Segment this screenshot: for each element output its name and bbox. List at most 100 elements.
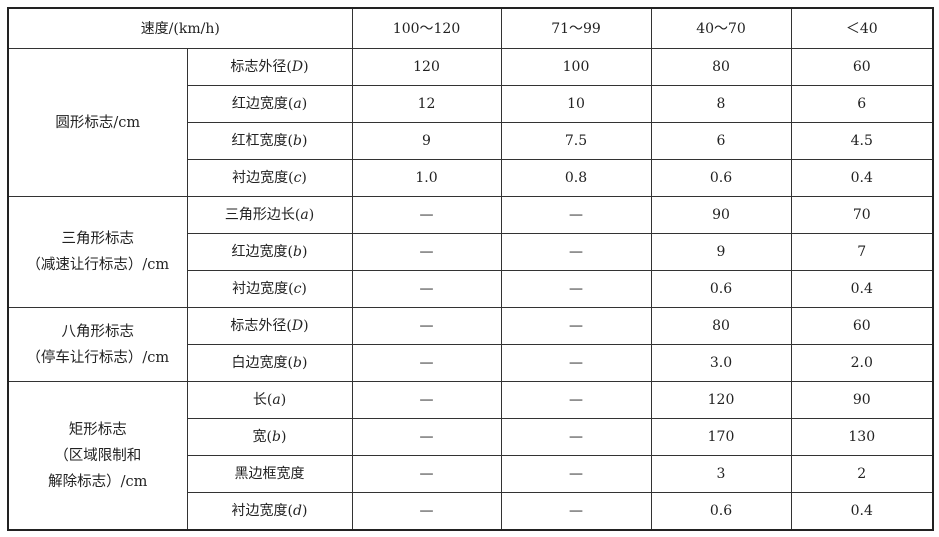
item-label: 衬边宽度 [231, 503, 288, 519]
value-cell: 3 [650, 455, 792, 493]
value-cell: — [351, 196, 502, 234]
item-cell: 三角形边长a [186, 196, 353, 234]
item-label: 标志外径 [230, 59, 287, 75]
value-cell: — [500, 381, 652, 419]
table-row: 红杠宽度b 97.564.5 [8, 122, 934, 160]
group-label-line: 三角形标志 [61, 231, 135, 247]
item-variable: c [288, 281, 307, 297]
item-variable: D [286, 318, 308, 334]
value-cell: 80 [650, 48, 792, 86]
group-label-line: （减速让行标志）/cm [26, 257, 170, 273]
item-label: 标志外径 [230, 318, 287, 334]
value-cell: 120 [351, 48, 502, 86]
value-cell: 10 [500, 85, 652, 123]
value-cell: 60 [790, 307, 934, 345]
speed-header: 速度/(km/h) [7, 7, 353, 49]
value-cell: — [500, 233, 652, 271]
value-cell: — [351, 418, 502, 456]
value-cell: 0.4 [790, 159, 934, 197]
value-cell: — [500, 270, 652, 308]
value-cell: — [351, 307, 502, 345]
value-cell: 2 [790, 455, 934, 493]
value-cell: — [351, 270, 502, 308]
table-row: 红边宽度b——97 [8, 233, 934, 271]
item-cell: 衬边宽度c [186, 159, 353, 197]
value-cell: 8 [650, 85, 792, 123]
item-variable: a [267, 392, 286, 408]
group-label-line: 矩形标志 [68, 421, 127, 438]
value-cell: 0.4 [790, 270, 934, 308]
item-variable: c [288, 170, 307, 186]
item-label: 红边宽度 [231, 244, 288, 260]
item-variable: a [295, 207, 314, 223]
value-cell: 170 [650, 418, 792, 456]
value-cell: — [351, 344, 502, 382]
item-cell: 衬边宽度c [186, 270, 353, 308]
item-label: 宽 [252, 429, 267, 445]
value-cell: 80 [650, 307, 792, 345]
value-cell: 90 [650, 196, 792, 234]
value-cell: 0.6 [650, 270, 792, 308]
value-cell: — [351, 233, 502, 271]
value-cell: 9 [351, 122, 502, 160]
item-label: 三角形边长 [224, 207, 295, 223]
header-row: 速度/(km/h) 100～120 71～99 40～70 ＜40 [7, 7, 934, 49]
item-variable: b [288, 355, 308, 371]
item-variable: b [288, 244, 308, 260]
table-row: 衬边宽度c1.00.80.60.4 [8, 159, 934, 197]
item-variable: b [267, 429, 287, 445]
value-cell: 0.6 [650, 492, 792, 531]
value-cell: 4.5 [790, 122, 934, 160]
value-cell: 1.0 [351, 159, 502, 197]
item-variable: d [288, 503, 308, 519]
item-variable: a [288, 96, 307, 112]
value-cell: — [351, 455, 502, 493]
item-label: 白边宽度 [231, 355, 288, 371]
value-cell: — [500, 492, 652, 531]
item-label: 红杠宽度 [231, 133, 288, 149]
item-cell: 宽b [186, 418, 353, 456]
value-cell: 90 [790, 381, 934, 419]
value-cell: 7 [790, 233, 934, 271]
item-cell: 衬边宽度d [186, 492, 353, 531]
item-cell: 标志外径D [186, 307, 353, 345]
item-cell: 红边宽度b [186, 233, 353, 271]
value-cell: 0.8 [500, 159, 652, 197]
value-cell: — [500, 307, 652, 345]
item-label: 长 [252, 392, 267, 408]
value-cell: 130 [790, 418, 934, 456]
group-label: 圆形标志/cm [7, 48, 188, 197]
value-cell: 7.5 [500, 122, 652, 160]
sign-dimensions-table: 速度/(km/h) 100～120 71～99 40～70 ＜40 圆形标志/c… [7, 7, 935, 531]
value-cell: 2.0 [790, 344, 934, 382]
value-cell: 6 [650, 122, 792, 160]
value-cell: 100 [500, 48, 652, 86]
item-variable: b [288, 133, 308, 149]
item-label: 衬边宽度 [232, 281, 289, 297]
value-cell: 3.0 [650, 344, 792, 382]
group-label: 矩形标志 （区域限制和 解除标志）/cm [7, 381, 188, 531]
group-label-line: 解除标志）/cm [48, 473, 148, 490]
value-cell: 60 [790, 48, 934, 86]
item-label: 衬边宽度 [232, 170, 289, 186]
group-label: 三角形标志 （减速让行标志）/cm [7, 196, 188, 308]
table-row: 衬边宽度c——0.60.4 [8, 270, 934, 308]
value-cell: 120 [650, 381, 792, 419]
value-cell: 12 [351, 85, 502, 123]
value-cell: 0.4 [790, 492, 934, 531]
table-row: 黑边框宽度 — —3 2 [8, 455, 934, 493]
group-label-line: （区域限制和 [54, 447, 142, 464]
value-cell: — [351, 492, 502, 531]
group-label-line: （停车让行标志）/cm [26, 349, 170, 366]
group-label-line: 圆形标志/cm [55, 114, 141, 131]
group-label: 八角形标志 （停车让行标志）/cm [7, 307, 188, 382]
item-cell: 红边宽度a [186, 85, 353, 123]
value-cell: 9 [650, 233, 792, 271]
value-cell: — [500, 344, 652, 382]
item-variable: D [286, 59, 308, 75]
